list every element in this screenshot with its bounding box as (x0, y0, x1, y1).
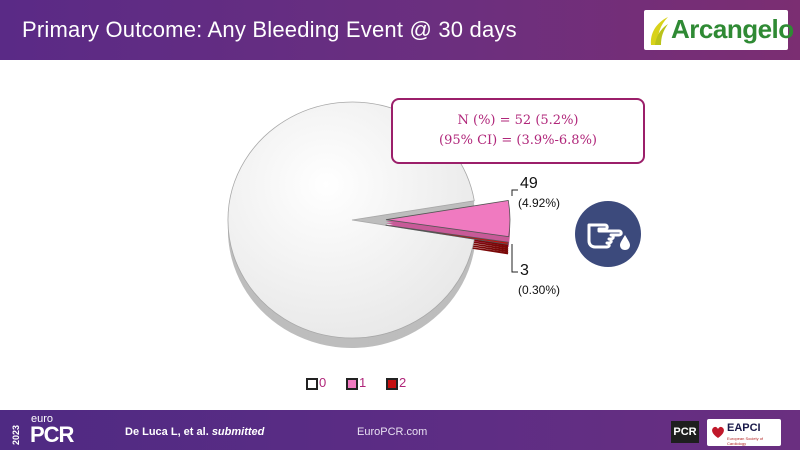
citation: De Luca L, et al. submitted (125, 426, 264, 438)
legend-swatch-1 (346, 378, 358, 390)
legend-swatch-0 (306, 378, 318, 390)
pie-slice-1 (385, 200, 511, 238)
label-leader-3 (511, 244, 518, 273)
citation-status: submitted (211, 426, 265, 438)
arcangelo-logo: Arcangelo (644, 10, 794, 50)
citation-authors: De Luca L, et al. (125, 426, 209, 438)
callout-ci: (95% CI) = (3.9%-6.8%) (439, 133, 597, 148)
slice-label-percent-2: (0.30%) (518, 283, 561, 297)
slide-title: Primary Outcome: Any Bleeding Event @ 30… (22, 17, 517, 42)
pcr-badge: PCR (671, 421, 699, 443)
eapci-text: EAPCI (727, 422, 761, 434)
footer-bar (0, 410, 800, 450)
slice-label-count-1: 49 (520, 175, 538, 192)
logo-text: Arcangelo (671, 14, 794, 44)
result-callout: N (%) = 52 (5.2%) (95% CI) = (3.9%-6.8%) (391, 98, 645, 164)
legend-swatch-2 (386, 378, 398, 390)
footer-brand: PCR (30, 422, 74, 447)
bleeding-hand-icon (575, 201, 641, 267)
slice-label-count-2: 3 (520, 262, 529, 279)
footer-year: 2023 (11, 424, 21, 445)
heart-icon (712, 426, 724, 438)
legend-label-0: 0 (319, 375, 327, 390)
footer-brand-prefix: euro (31, 413, 54, 425)
eapci-subtext: European Society of Cardiology (727, 436, 764, 446)
arcangelo-wing-icon (650, 17, 668, 45)
slice-label-percent-1: (4.92%) (518, 196, 561, 210)
eapci-logo: EAPCI European Society of Cardiology (707, 419, 781, 446)
callout-n-percent: N (%) = 52 (5.2%) (457, 113, 579, 128)
legend-label-1: 1 (359, 375, 367, 390)
label-leader-49 (511, 189, 518, 196)
website-link[interactable]: EuroPCR.com (357, 426, 428, 438)
legend-label-2: 2 (399, 375, 407, 390)
pie-chart (227, 101, 518, 348)
pie-slice-2 (385, 224, 509, 245)
